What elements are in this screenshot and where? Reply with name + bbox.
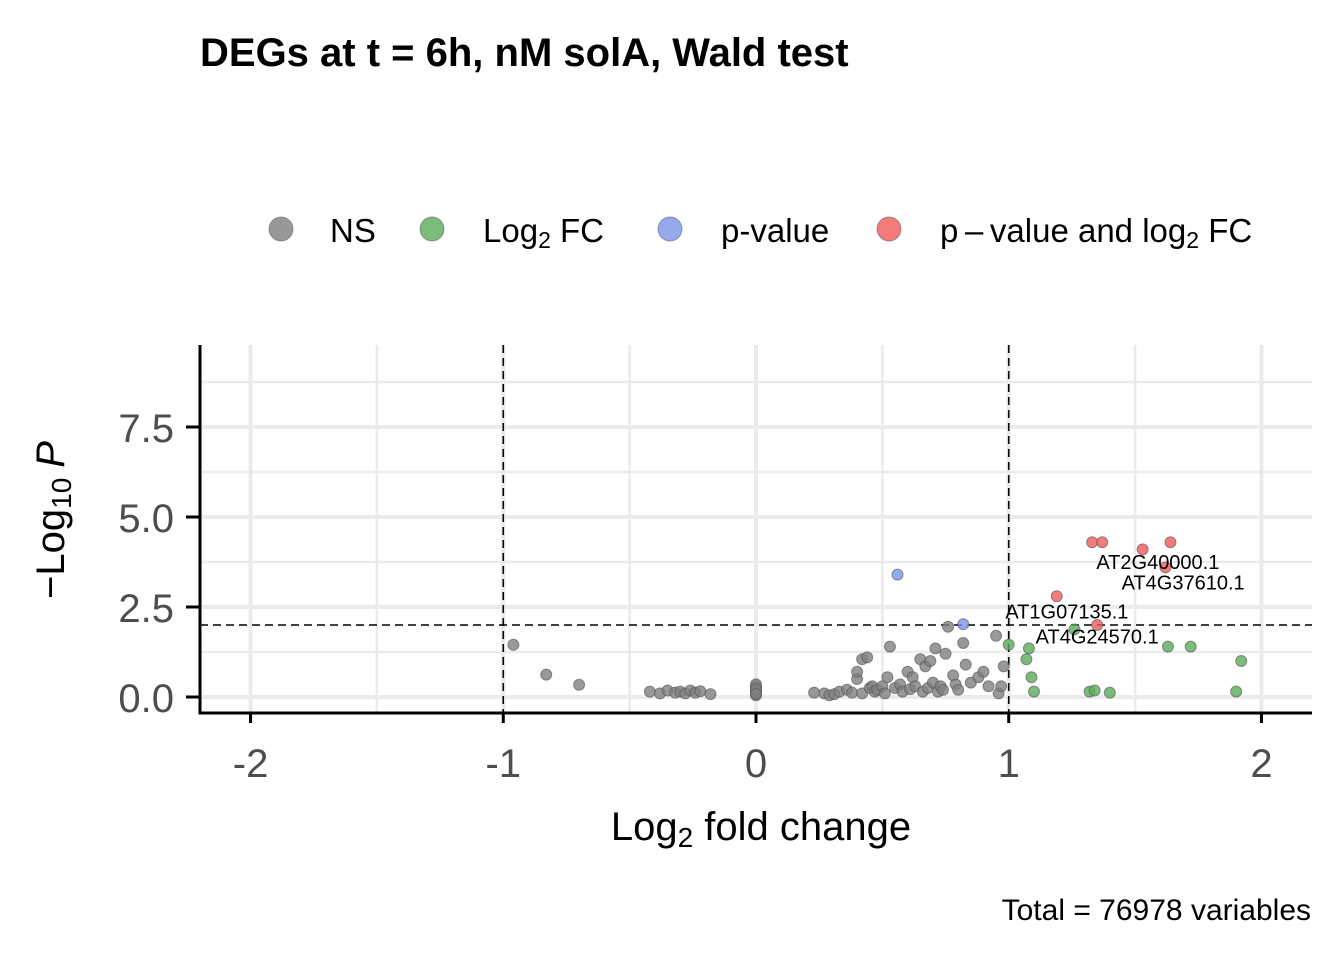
- data-point-ns: [952, 683, 965, 696]
- data-point-fc-p: [1164, 536, 1177, 549]
- x-axis-ticks: -2 -1 0 1 2: [233, 713, 1273, 786]
- data-point-p: [891, 568, 904, 581]
- data-point-ns: [643, 685, 656, 698]
- x-axis-title: Log2 fold change: [611, 805, 911, 853]
- gene-label: AT4G37610.1: [1122, 573, 1245, 595]
- data-point-ns: [957, 637, 970, 649]
- legend-key: [268, 216, 294, 242]
- data-point-ns: [995, 680, 1008, 693]
- data-point-ns: [540, 668, 553, 681]
- data-point-ns: [977, 665, 990, 678]
- data-point-fc: [1088, 684, 1101, 697]
- data-point-ns: [881, 671, 894, 684]
- x-tick-label: 0: [745, 742, 767, 786]
- data-point-fc-p: [1096, 536, 1109, 549]
- data-point-fc: [1022, 642, 1035, 655]
- y-tick-label: 7.5: [118, 407, 174, 451]
- data-point-fc: [1184, 640, 1197, 653]
- data-point-ns: [750, 688, 762, 701]
- data-point-fc: [1230, 685, 1243, 698]
- gene-label: AT2G40000.1: [1096, 552, 1219, 574]
- gene-label: AT1G07135.1: [1005, 602, 1128, 624]
- data-point-ns: [942, 620, 955, 633]
- legend-item-fc-p: p – value and log2 FC: [876, 212, 1252, 253]
- legend-label: p-value: [721, 212, 829, 249]
- caption: Total = 76978 variables: [1002, 894, 1311, 927]
- y-axis-title: −Log10P: [29, 441, 77, 599]
- y-tick-label: 0.0: [118, 677, 174, 721]
- legend-label: Log2 FC: [483, 212, 604, 253]
- chart-title: DEGs at t = 6h, nM solA, Wald test: [200, 31, 849, 75]
- y-axis-ticks: 0.0 2.5 5.0 7.5: [118, 407, 200, 721]
- data-point-ns: [573, 678, 586, 691]
- data-point-ns: [924, 655, 937, 667]
- data-point-ns: [883, 640, 896, 653]
- grid: [200, 345, 1312, 713]
- legend-key: [419, 216, 445, 242]
- data-point-ns: [694, 685, 707, 698]
- x-tick-label: 2: [1250, 742, 1272, 786]
- data-point-ns: [878, 687, 891, 700]
- data-point-fc: [1161, 640, 1174, 653]
- data-point-fc: [1235, 655, 1248, 667]
- cutoff-lines: [200, 345, 1312, 713]
- data-point-fc: [1020, 653, 1033, 666]
- data-point-ns: [959, 658, 972, 671]
- legend-item-p: p-value: [657, 212, 829, 249]
- legend-item-ns: NS: [268, 212, 376, 249]
- data-point-fc: [1028, 685, 1040, 698]
- data-point-ns: [937, 683, 950, 696]
- data-point-ns: [982, 680, 995, 693]
- data-point-ns: [929, 642, 942, 655]
- data-point-ns: [808, 686, 821, 699]
- y-tick-label: 5.0: [118, 497, 174, 541]
- y-tick-label: 2.5: [118, 587, 174, 631]
- data-point-fc-p: [1091, 619, 1104, 631]
- data-point-ns: [846, 686, 859, 699]
- x-tick-label: 1: [998, 742, 1020, 786]
- data-point-fc-p: [1159, 561, 1172, 574]
- data-point-fc-p: [1086, 536, 1099, 549]
- data-point-fc-p: [1136, 543, 1149, 556]
- data-point-fc: [1002, 638, 1015, 651]
- legend-label: p – value and log2 FC: [940, 212, 1252, 253]
- legend-label: NS: [330, 212, 376, 249]
- legend: NS Log2 FC p-value p – value and log2 FC: [268, 212, 1252, 253]
- data-point-ns: [851, 665, 864, 678]
- data-point-fc-p: [1050, 590, 1063, 603]
- legend-item-fc: Log2 FC: [419, 212, 604, 253]
- legend-key: [876, 216, 902, 242]
- data-point-ns: [990, 629, 1003, 642]
- x-tick-label: -2: [233, 742, 269, 786]
- data-point-ns: [939, 647, 952, 660]
- data-point-ns: [704, 688, 717, 701]
- data-point-ns: [997, 660, 1010, 673]
- legend-key: [657, 216, 683, 242]
- data-point-ns: [507, 638, 520, 651]
- gene-label: AT4G24570.1: [1036, 627, 1159, 649]
- data-point-ns: [861, 651, 874, 664]
- data-point-p: [957, 618, 970, 631]
- data-point-fc: [1103, 686, 1116, 699]
- data-point-fc: [1068, 623, 1081, 636]
- data-points: [507, 536, 1248, 702]
- x-tick-label: -1: [485, 742, 521, 786]
- data-point-fc: [1025, 671, 1038, 684]
